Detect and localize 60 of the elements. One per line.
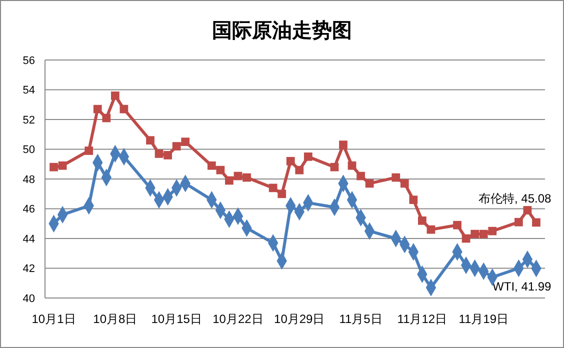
point — [225, 176, 234, 185]
y-tick-label: 56 — [22, 54, 35, 67]
point — [400, 179, 409, 188]
y-tick-label: 50 — [22, 144, 35, 156]
point — [50, 162, 58, 172]
y-tick-label: 44 — [22, 233, 35, 246]
point — [532, 218, 540, 227]
chart-title: 国际原油走势图 — [212, 18, 352, 42]
point — [207, 161, 216, 170]
point — [356, 172, 365, 180]
point — [453, 220, 462, 230]
point — [172, 142, 181, 150]
y-tick-label: 42 — [22, 263, 35, 276]
point — [348, 161, 356, 170]
point — [120, 104, 128, 114]
point — [242, 173, 251, 182]
x-tick-label: 10月15日 — [151, 312, 202, 326]
point — [154, 150, 164, 158]
point — [164, 151, 172, 160]
point — [58, 161, 67, 170]
point — [426, 225, 436, 234]
point — [470, 230, 480, 238]
text: 布伦特, 45.08 — [478, 191, 552, 206]
y-tick-label: 46 — [22, 204, 35, 216]
point — [523, 206, 532, 214]
point — [339, 140, 348, 149]
point — [110, 92, 120, 100]
y-tick-label: 52 — [22, 114, 35, 126]
point — [146, 136, 154, 145]
text: WTI, 41.99 — [492, 279, 552, 294]
point — [304, 152, 312, 161]
x-tick-label: 11月19日 — [458, 312, 509, 326]
point — [418, 216, 426, 225]
point — [462, 234, 470, 243]
point — [102, 114, 111, 122]
point — [392, 173, 400, 182]
point — [181, 138, 190, 146]
x-tick-label: 10月8日 — [93, 312, 138, 326]
y-tick-label: 40 — [22, 292, 35, 305]
point — [479, 230, 488, 238]
point — [84, 146, 94, 155]
point — [216, 166, 225, 174]
point — [268, 184, 278, 192]
x-tick-label: 10月22日 — [212, 312, 264, 326]
x-tick-label: 11月12日 — [397, 312, 448, 326]
point — [488, 226, 497, 236]
point — [295, 166, 304, 174]
x-tick-label: 10月1日 — [32, 312, 76, 326]
y-tick-label: 54 — [22, 84, 35, 97]
point — [93, 104, 102, 114]
point — [278, 190, 286, 198]
x-tick-label: 11月5日 — [339, 312, 382, 326]
point — [286, 156, 295, 166]
point — [409, 196, 418, 204]
point — [514, 218, 523, 226]
point — [330, 162, 339, 172]
y-tick-label: 48 — [22, 174, 35, 186]
point — [365, 179, 374, 188]
x-tick-label: 10月29日 — [274, 312, 325, 326]
point — [234, 172, 242, 180]
